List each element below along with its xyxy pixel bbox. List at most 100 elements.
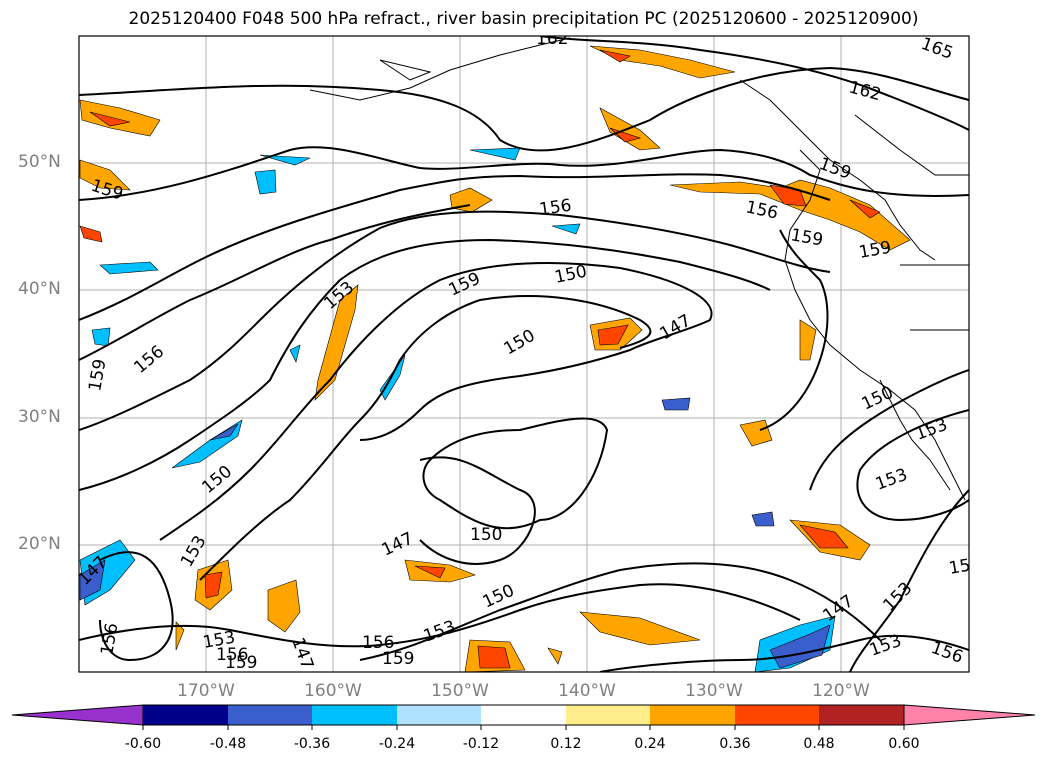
contour-line xyxy=(849,489,969,672)
precip-patch xyxy=(609,127,642,143)
precip-patch xyxy=(79,99,161,137)
contour-line xyxy=(79,66,969,152)
colorbar-segment xyxy=(143,705,228,725)
precip-patch xyxy=(79,559,106,601)
precip-patch xyxy=(254,169,277,195)
precip-patch xyxy=(99,261,159,275)
chart-title: 2025120400 F048 500 hPa refract., river … xyxy=(128,9,919,29)
precip-patch xyxy=(314,284,359,401)
contour-label: 159 xyxy=(382,649,414,669)
precip-patch xyxy=(799,319,817,361)
map-area: 162 165 162 159 159 156 156 159 159 153 … xyxy=(79,29,982,673)
lat-label-20n: 20°N xyxy=(18,534,61,554)
contour-line xyxy=(809,369,969,491)
precip-patch xyxy=(849,199,881,219)
lat-label-50n: 50°N xyxy=(18,152,61,172)
precip-patch xyxy=(289,344,301,363)
colorbar-segment xyxy=(735,705,819,725)
map-frame xyxy=(78,35,970,673)
contour-label: 153 xyxy=(947,554,982,579)
precip-patch xyxy=(661,397,691,411)
lon-label-150w: 150°W xyxy=(431,681,489,701)
contour-label: 162 xyxy=(536,29,568,49)
precip-patch xyxy=(267,579,301,633)
contour-line xyxy=(759,229,829,431)
colorbar-tick-label: 0.48 xyxy=(803,736,835,752)
precip-patch xyxy=(579,611,701,646)
contour-label: 156 xyxy=(216,645,248,665)
colorbar-tick-label: 0.60 xyxy=(888,736,920,752)
precip-patch xyxy=(414,565,446,579)
contour-line xyxy=(359,562,881,661)
contour-line xyxy=(856,409,969,522)
precip-patch xyxy=(91,327,111,347)
colorbar-ticks xyxy=(142,725,905,730)
contour-line xyxy=(79,210,831,431)
colorbar-tick-label: -0.48 xyxy=(209,736,247,752)
precip-shading xyxy=(79,45,911,672)
colorbar-segment xyxy=(397,705,481,725)
border-canada-us xyxy=(854,114,969,176)
colorbar-segment xyxy=(566,705,650,725)
contour-label: 156 xyxy=(362,633,394,653)
precip-patch xyxy=(597,324,629,346)
precip-patch xyxy=(751,511,775,527)
precip-patch xyxy=(477,645,511,669)
contour-label: 159 xyxy=(225,653,257,673)
coastline-us-mexico xyxy=(784,149,966,501)
colorbar-segment xyxy=(312,705,397,725)
lat-label-30n: 30°N xyxy=(18,407,61,427)
lon-label-130w: 130°W xyxy=(685,681,743,701)
contour-line xyxy=(99,551,174,662)
contour-line xyxy=(159,262,713,541)
precip-patch xyxy=(469,147,521,161)
precip-patch xyxy=(589,45,736,79)
colorbar-extend-max xyxy=(903,704,1036,726)
colorbar-segment xyxy=(819,705,904,725)
colorbar-segment xyxy=(650,705,735,725)
coastline-alaska xyxy=(309,37,571,101)
contour-line xyxy=(79,204,471,361)
contour-label: 156 xyxy=(538,196,573,220)
lat-label-40n: 40°N xyxy=(18,279,61,299)
precip-patch xyxy=(547,647,563,665)
precip-patch xyxy=(739,419,773,447)
colorbar-tick-label: -0.24 xyxy=(378,736,416,752)
colorbar-tick-label: -0.60 xyxy=(124,736,162,752)
height-contours xyxy=(79,36,969,672)
lon-label-170w: 170°W xyxy=(177,681,235,701)
lon-label-120w: 120°W xyxy=(812,681,870,701)
colorbar-tick-label: 0.36 xyxy=(719,736,751,752)
precip-patch xyxy=(204,571,223,599)
contour-line xyxy=(419,456,536,565)
contour-line xyxy=(79,146,969,201)
colorbar-tick-label: -0.36 xyxy=(293,736,331,752)
precip-patch xyxy=(79,225,103,243)
precip-patch xyxy=(209,423,239,441)
contour-line xyxy=(539,36,969,131)
precip-patch xyxy=(89,111,131,127)
precip-patch xyxy=(259,154,311,166)
contour-line xyxy=(199,295,652,581)
contour-line xyxy=(79,238,771,491)
contour-line xyxy=(599,634,969,672)
contour-label: 150 xyxy=(470,525,502,545)
lon-label-160w: 160°W xyxy=(304,681,362,701)
colorbar-tick-label: 0.24 xyxy=(634,736,666,752)
colorbar-outline xyxy=(142,704,905,726)
lon-label-140w: 140°W xyxy=(558,681,616,701)
precip-patch xyxy=(79,159,131,191)
colorbar-segment xyxy=(228,705,312,725)
colorbar xyxy=(11,704,1036,730)
colorbar-tick-label: 0.12 xyxy=(550,736,582,752)
coastline-canada xyxy=(739,79,936,261)
contour-line xyxy=(79,173,831,321)
colorbar-extend-min xyxy=(11,704,144,726)
precip-patch xyxy=(551,223,581,235)
coastline-islands xyxy=(379,59,432,81)
precip-patch xyxy=(799,524,849,549)
colorbar-tick-label: -0.12 xyxy=(462,736,500,752)
precip-patch xyxy=(599,49,631,63)
contour-line xyxy=(422,417,609,530)
